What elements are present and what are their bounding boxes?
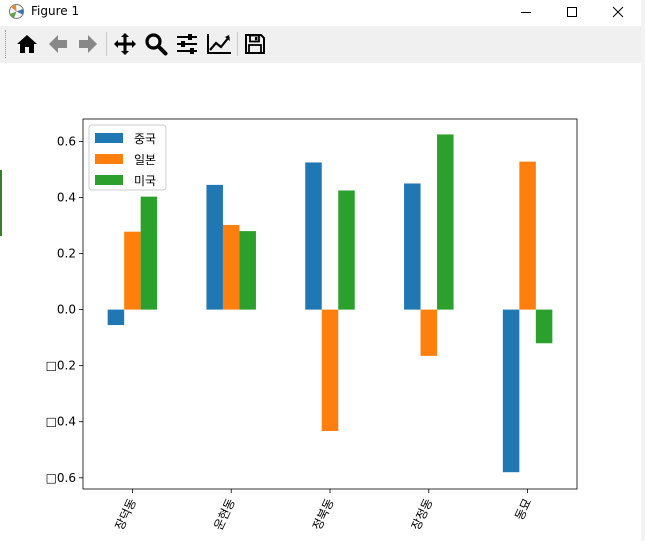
close-button[interactable] (595, 0, 641, 24)
figure-canvas[interactable]: 0.6 0.4 0.2 0.0 □0.2 □0.4 □0.6 장덕동 운현동 정북동 장정동 동묘 중국… (0, 63, 641, 541)
save-button[interactable] (242, 31, 268, 57)
y-tick-label: □0.6 (46, 471, 76, 485)
matplotlib-app-icon (9, 4, 24, 19)
back-icon (49, 35, 67, 53)
back-button[interactable] (45, 31, 71, 57)
forward-icon (79, 35, 97, 53)
configure-subplots-icon (177, 34, 197, 54)
save-icon (245, 34, 265, 54)
bar-1-5 (502, 309, 520, 473)
bar-2-4 (420, 309, 438, 356)
y-tick-label: 0.0 (57, 303, 76, 317)
edit-axis-button[interactable] (206, 31, 232, 57)
x-tick-label: 동묘 (512, 496, 534, 522)
minimize-icon (521, 12, 531, 13)
bar-1-1 (107, 309, 125, 326)
x-tick-label: 운현동 (211, 496, 238, 532)
configure-subplots-button[interactable] (174, 31, 200, 57)
pan-icon (114, 33, 136, 55)
bar-chart: 0.6 0.4 0.2 0.0 □0.2 □0.4 □0.6 장덕동 운현동 정북동 장정동 동묘 중국… (46, 118, 578, 532)
bar-2-2 (222, 224, 240, 310)
legend-swatch-1 (95, 133, 123, 143)
bar-3-2 (239, 231, 256, 310)
bar-1-2 (206, 184, 223, 310)
legend-label-1: 중국 (134, 132, 156, 146)
x-tick-label: 정북동 (310, 496, 337, 532)
y-tick-label: □0.2 (46, 359, 76, 373)
y-tick-label: □0.4 (46, 415, 76, 429)
toolbar-grip[interactable] (5, 30, 9, 58)
bar-3-1 (140, 196, 158, 310)
x-tick-label: 장덕동 (112, 496, 139, 532)
title-bar: Figure 1 (0, 0, 641, 24)
close-icon (612, 6, 624, 18)
home-icon (17, 35, 37, 53)
forward-button[interactable] (75, 31, 101, 57)
bar-3-5 (535, 309, 553, 344)
zoom-icon (145, 33, 168, 56)
bar-2-5 (519, 161, 536, 310)
edit-axis-icon (207, 34, 231, 54)
x-tick-label: 장정동 (409, 496, 436, 532)
legend-label-2: 일본 (134, 153, 156, 167)
y-tick-label: 0.2 (57, 247, 76, 261)
background-window-mark (0, 170, 2, 236)
legend-swatch-3 (95, 175, 123, 185)
bar-3-3 (338, 190, 355, 310)
bar-1-3 (305, 162, 322, 310)
legend-swatch-2 (95, 154, 123, 164)
maximize-icon (567, 7, 577, 17)
window-title: Figure 1 (31, 4, 80, 18)
zoom-button[interactable] (143, 31, 169, 57)
bar-1-4 (404, 183, 421, 310)
home-button[interactable] (14, 31, 40, 57)
background-window-edge (641, 0, 645, 541)
pan-button[interactable] (112, 31, 138, 57)
bar-3-4 (437, 134, 454, 310)
bar-2-1 (124, 231, 141, 310)
legend-label-3: 미국 (134, 174, 156, 188)
navigation-toolbar (0, 26, 641, 63)
y-tick-label: 0.4 (57, 190, 76, 204)
bar-2-3 (321, 309, 339, 431)
minimize-button[interactable] (503, 0, 549, 24)
maximize-button[interactable] (549, 0, 595, 24)
toolbar-separator (237, 32, 238, 56)
toolbar-separator (106, 32, 107, 56)
y-tick-label: 0.6 (57, 134, 76, 148)
